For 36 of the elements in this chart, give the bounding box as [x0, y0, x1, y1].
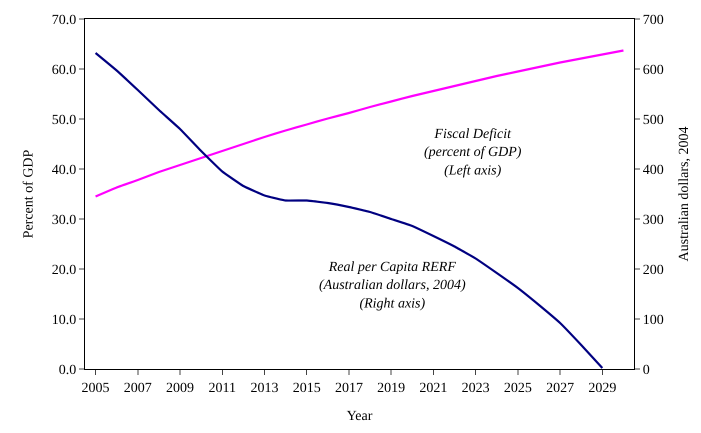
y2-tick-label: 500 — [642, 112, 664, 128]
y2-tick-label: 300 — [642, 212, 664, 228]
y-tick-label: 20.0 — [52, 262, 76, 278]
x-tick-label: 2015 — [292, 380, 321, 396]
x-tick-label: 2019 — [377, 380, 406, 396]
x-tick-label: 2029 — [588, 380, 616, 396]
text: Fiscal Deficit (percent of GDP) (Left axis) — [424, 127, 522, 178]
x-tick-label: 2023 — [462, 380, 490, 396]
x-tick-label: 2021 — [419, 380, 448, 396]
y2-tick-label: 400 — [642, 162, 664, 178]
y2-tick-label: 200 — [642, 262, 664, 278]
y2-tick-label: 700 — [642, 12, 664, 28]
series-label: Real per Capita RERF (Australian dollars, 2004) (Right axis) — [319, 260, 466, 312]
line-series — [94, 52, 604, 369]
x-tick-label: 2027 — [546, 380, 574, 396]
x-tick-label: 2017 — [334, 380, 363, 396]
y-tick-label: 40.0 — [52, 162, 76, 178]
x-tick-label: 2025 — [504, 380, 532, 396]
y-tick-label: 10.0 — [52, 312, 76, 328]
x-axis-title: Year — [346, 409, 373, 424]
y2-tick-label: 100 — [642, 312, 664, 328]
line-series — [94, 49, 625, 198]
x-tick-label: 2009 — [166, 380, 194, 396]
x-tick-label: 2005 — [82, 380, 110, 396]
y-tick-label: 70.0 — [52, 12, 76, 28]
y-tick-label: 30.0 — [52, 212, 76, 228]
y2-tick-label: 600 — [642, 62, 664, 78]
y-axis-title: Percent of GDP — [21, 149, 36, 238]
y-tick-label: 60.0 — [52, 62, 76, 78]
y-tick-label: 0.0 — [58, 362, 76, 378]
x-tick-label: 2011 — [208, 380, 236, 396]
y2-tick-label: 0 — [642, 362, 650, 378]
x-tick-label: 2007 — [124, 380, 152, 396]
y2-axis-title: Australian dollars, 2004 — [677, 126, 692, 262]
y-tick-label: 50.0 — [52, 112, 76, 128]
x-tick-label: 2013 — [250, 380, 278, 396]
